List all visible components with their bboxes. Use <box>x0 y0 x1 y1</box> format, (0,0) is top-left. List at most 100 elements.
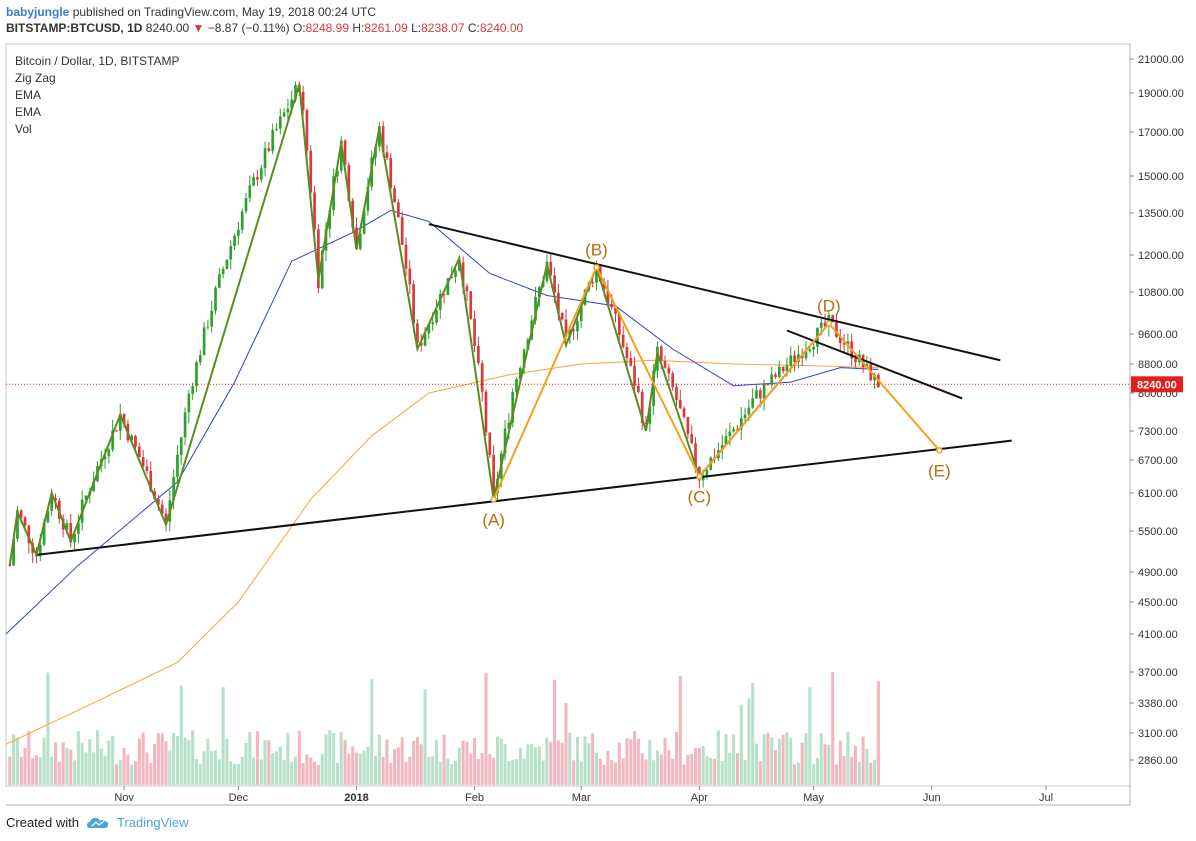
candle-body <box>16 510 19 539</box>
volume-bar <box>480 753 484 785</box>
candle-body <box>50 498 54 511</box>
price-tick-label: 8800.00 <box>1138 359 1178 371</box>
candle-body <box>187 393 191 413</box>
pattern-point[interactable] <box>936 447 943 454</box>
volume-bar <box>370 679 374 785</box>
pattern-point[interactable] <box>825 320 833 327</box>
candle-body <box>846 341 850 345</box>
candle-body <box>755 390 758 399</box>
volume-bar <box>823 744 827 785</box>
volume-bar <box>206 739 210 785</box>
candle-body <box>23 517 27 526</box>
legend-volume[interactable]: Vol <box>15 122 32 136</box>
pattern-point[interactable] <box>593 264 600 271</box>
candle-body <box>423 333 427 346</box>
volume-bar <box>450 764 454 785</box>
volume-bar <box>754 743 758 785</box>
trendline-inner[interactable] <box>786 329 963 400</box>
pattern-point[interactable] <box>490 496 497 503</box>
footer: Created with TradingView <box>6 815 189 830</box>
volume-bar <box>393 749 397 785</box>
candle-body <box>278 116 282 129</box>
legend-ema-2[interactable]: EMA <box>15 105 42 119</box>
volume-bar <box>854 745 858 785</box>
zigzag-line <box>8 84 830 566</box>
legend-series-title[interactable]: Bitcoin / Dollar, 1D, BITSTAMP <box>15 54 180 68</box>
candle-body <box>115 430 118 432</box>
candle-body <box>507 422 511 429</box>
candle-body <box>469 291 473 319</box>
candle-body <box>770 374 774 385</box>
candle-body <box>313 192 316 230</box>
candle-body <box>412 284 415 324</box>
legend-zigzag[interactable]: Zig Zag <box>15 71 56 85</box>
close-value: 8240.00 <box>479 21 524 35</box>
volume-bar <box>454 760 458 785</box>
volume-bar <box>739 704 743 785</box>
volume-bar <box>217 759 221 785</box>
candle-body <box>865 364 869 368</box>
candle-body <box>492 454 495 494</box>
candle-body <box>309 150 313 193</box>
volume-bar <box>694 747 698 785</box>
candle-body <box>134 435 137 447</box>
volume-bar <box>850 757 854 785</box>
volume-bar <box>614 762 618 785</box>
candle-body <box>534 297 537 321</box>
volume-bar <box>648 740 652 785</box>
volume-bar <box>876 681 880 785</box>
candle-body <box>625 347 629 359</box>
candle-body <box>290 99 294 109</box>
volume-bar <box>564 702 568 785</box>
candle-body <box>69 523 73 543</box>
volume-bar <box>579 761 583 785</box>
volume-bar <box>73 760 77 785</box>
candle-body <box>686 417 690 434</box>
volume-bar <box>259 759 263 785</box>
trendline-upper[interactable] <box>428 223 1001 362</box>
volume-bar <box>168 750 172 785</box>
candle-body <box>778 366 781 377</box>
volume-bar <box>507 760 511 785</box>
volume-bar <box>819 733 823 785</box>
candle-body <box>579 304 583 322</box>
price-tick-label: 6100.00 <box>1138 488 1178 500</box>
volume-bar <box>732 734 736 785</box>
volume-bar <box>65 747 69 785</box>
volume-bar <box>667 750 671 785</box>
author-link[interactable]: babyjungle <box>6 5 70 19</box>
price-tick-label: 21000.00 <box>1138 54 1184 66</box>
legend-ema-1[interactable]: EMA <box>15 88 42 102</box>
tradingview-brand-link[interactable]: TradingView <box>116 815 189 830</box>
volume-bar <box>27 731 31 785</box>
volume-bar <box>438 761 442 785</box>
volume-bar <box>537 746 541 785</box>
low-value: 8238.07 <box>421 21 465 35</box>
volume-bar <box>591 733 595 785</box>
pattern-point[interactable] <box>696 473 703 480</box>
chart-header: babyjungle published on TradingView.com,… <box>6 4 523 36</box>
candle-body <box>560 312 564 320</box>
trendline-lower[interactable] <box>36 439 1012 556</box>
volume-bar <box>31 758 35 785</box>
volume-bar <box>663 737 667 785</box>
candle-body <box>736 429 739 431</box>
volume-bar <box>621 758 625 785</box>
volume-bar <box>655 750 659 785</box>
candle-body <box>621 334 625 348</box>
candle-body <box>454 270 457 277</box>
volume-bar <box>873 759 877 785</box>
pattern-label: (D) <box>817 297 841 316</box>
volume-bar <box>446 758 450 785</box>
candle-body <box>195 362 198 387</box>
candle-body <box>747 407 751 415</box>
pattern-label: (B) <box>585 240 608 259</box>
symbol-label: BITSTAMP:BTCUSD, 1D <box>6 21 143 35</box>
candle-body <box>838 336 842 343</box>
volume-bar <box>282 760 286 785</box>
volume-bar <box>705 756 709 785</box>
volume-bar <box>602 764 606 785</box>
indicator-legend: Bitcoin / Dollar, 1D, BITSTAMP Zig Zag E… <box>15 53 180 138</box>
volume-bar <box>633 731 637 785</box>
